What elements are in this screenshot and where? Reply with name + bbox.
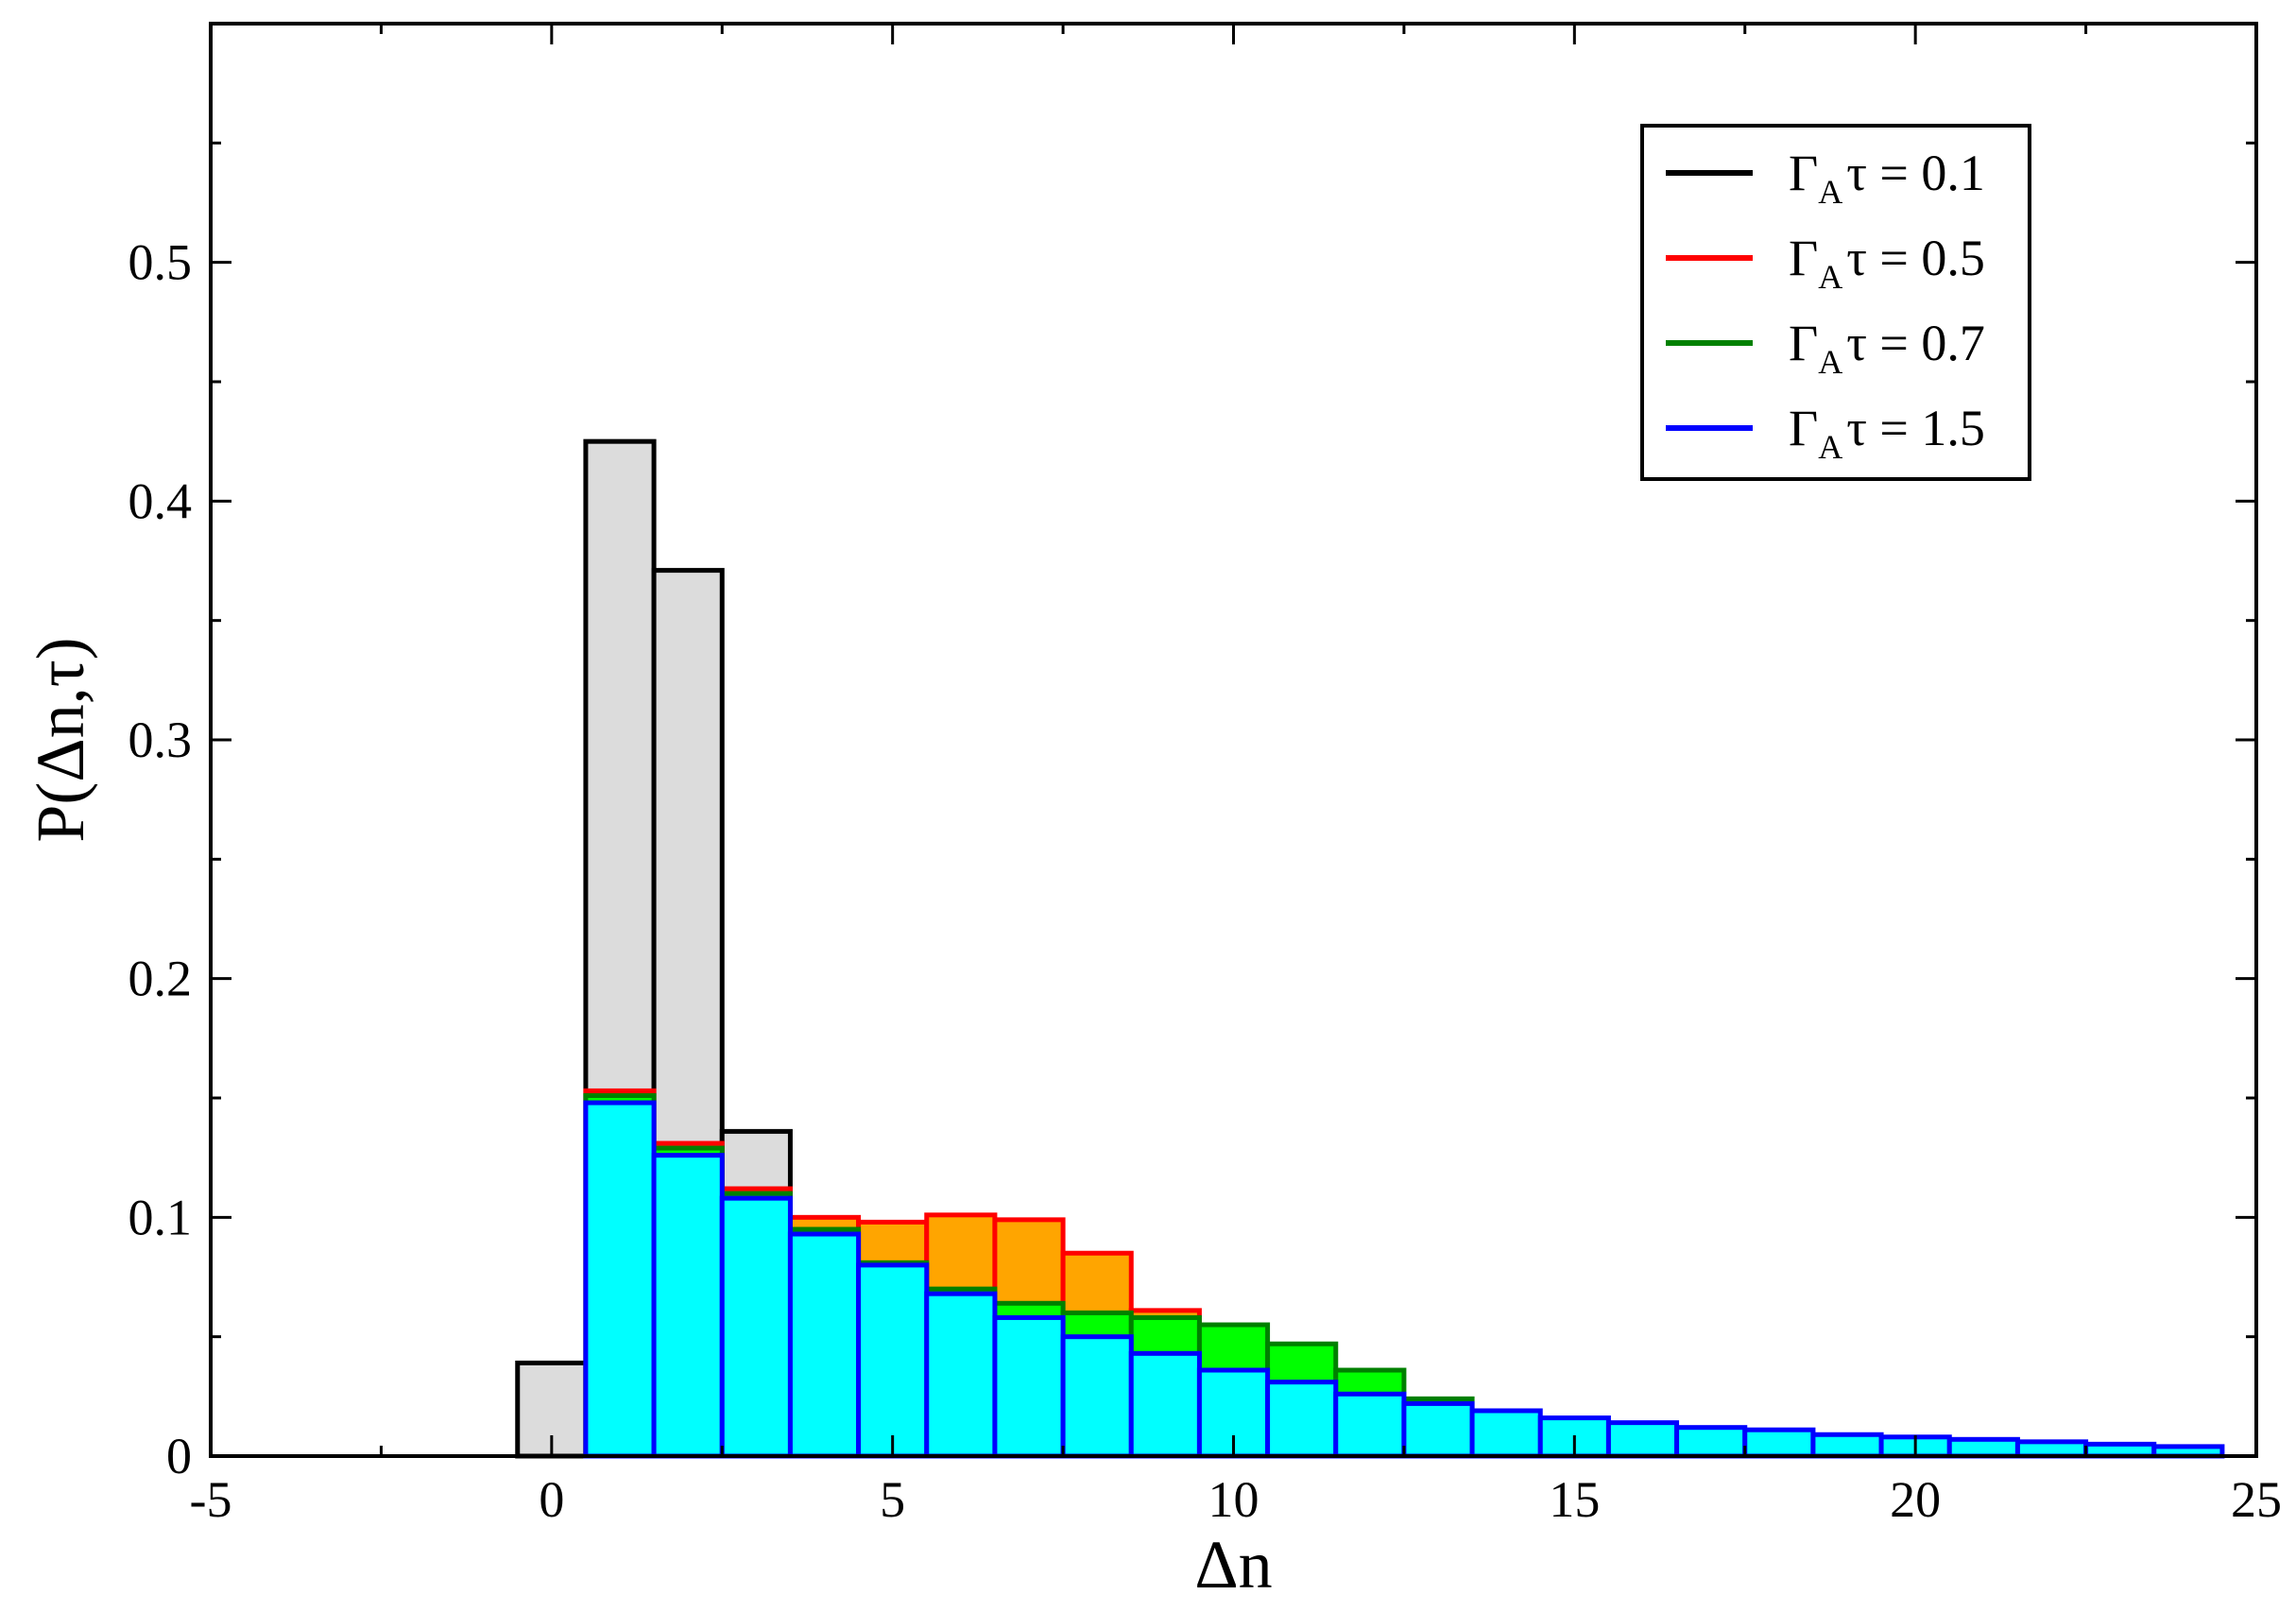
x-axis-title: Δn	[1194, 1527, 1272, 1603]
y-tick-label: 0.5	[129, 234, 193, 291]
legend-items: ΓAτ = 0.1 ΓAτ = 0.5 ΓAτ = 0.7 ΓAτ = 1.5	[1666, 145, 1985, 466]
axis-ticks	[209, 22, 2258, 1458]
y-tick-label: 0.4	[129, 472, 193, 529]
series-4-bars	[583, 1100, 2225, 1459]
bar-series-4-bin-17	[1674, 1425, 1748, 1459]
bar-series-4-bin-14	[1469, 1408, 1543, 1459]
bar-series-4-bin-11	[1265, 1380, 1339, 1459]
bar-series-4-bin-7	[992, 1314, 1066, 1459]
bar-series-4-bin-3	[719, 1195, 793, 1459]
bar-series-4-bin-21	[1946, 1436, 2020, 1459]
legend-label-3: ΓAτ = 0.7	[1789, 315, 1985, 381]
x-tick-label: -5	[190, 1471, 232, 1528]
x-tick-label: 15	[1549, 1471, 1600, 1528]
legend-label-1: ΓAτ = 0.1	[1789, 145, 1985, 211]
bar-series-4-bin-22	[2014, 1439, 2089, 1459]
y-axis-title: P(Δn,τ)	[23, 637, 98, 842]
y-tick-label: 0.1	[129, 1189, 193, 1245]
bar-series-4-bin-4	[787, 1231, 862, 1459]
y-tick-label: 0.2	[129, 951, 193, 1007]
bar-series-4-bin-2	[651, 1153, 725, 1459]
bar-series-4-bin-12	[1333, 1391, 1407, 1459]
histogram-bars	[515, 438, 2225, 1459]
x-tick-label: 0	[539, 1471, 564, 1528]
x-tick-label: 20	[1890, 1471, 1941, 1528]
bar-series-4-bin-19	[1810, 1432, 1884, 1459]
y-tick-label: 0	[166, 1428, 192, 1484]
x-tick-label: 25	[2231, 1471, 2282, 1528]
legend: ΓAτ = 0.1 ΓAτ = 0.5 ΓAτ = 0.7 ΓAτ = 1.5	[1640, 124, 2031, 481]
legend-label-4: ΓAτ = 1.5	[1789, 400, 1985, 466]
bar-series-4-bin-13	[1401, 1400, 1475, 1459]
bar-series-4-bin-6	[924, 1291, 998, 1459]
legend-box	[1640, 124, 2031, 481]
bar-series-4-bin-8	[1060, 1334, 1134, 1459]
bar-series-4-bin-16	[1605, 1420, 1680, 1459]
bar-series-4-bin-1	[583, 1100, 657, 1459]
bar-series-4-bin-5	[856, 1262, 930, 1459]
legend-label-2: ΓAτ = 0.5	[1789, 230, 1985, 296]
bar-series-4-bin-9	[1128, 1350, 1202, 1459]
y-tick-label: 0.3	[129, 712, 193, 768]
x-tick-label: 5	[880, 1471, 905, 1528]
x-tick-label: 10	[1208, 1471, 1259, 1528]
bar-series-4-bin-18	[1742, 1427, 1816, 1459]
